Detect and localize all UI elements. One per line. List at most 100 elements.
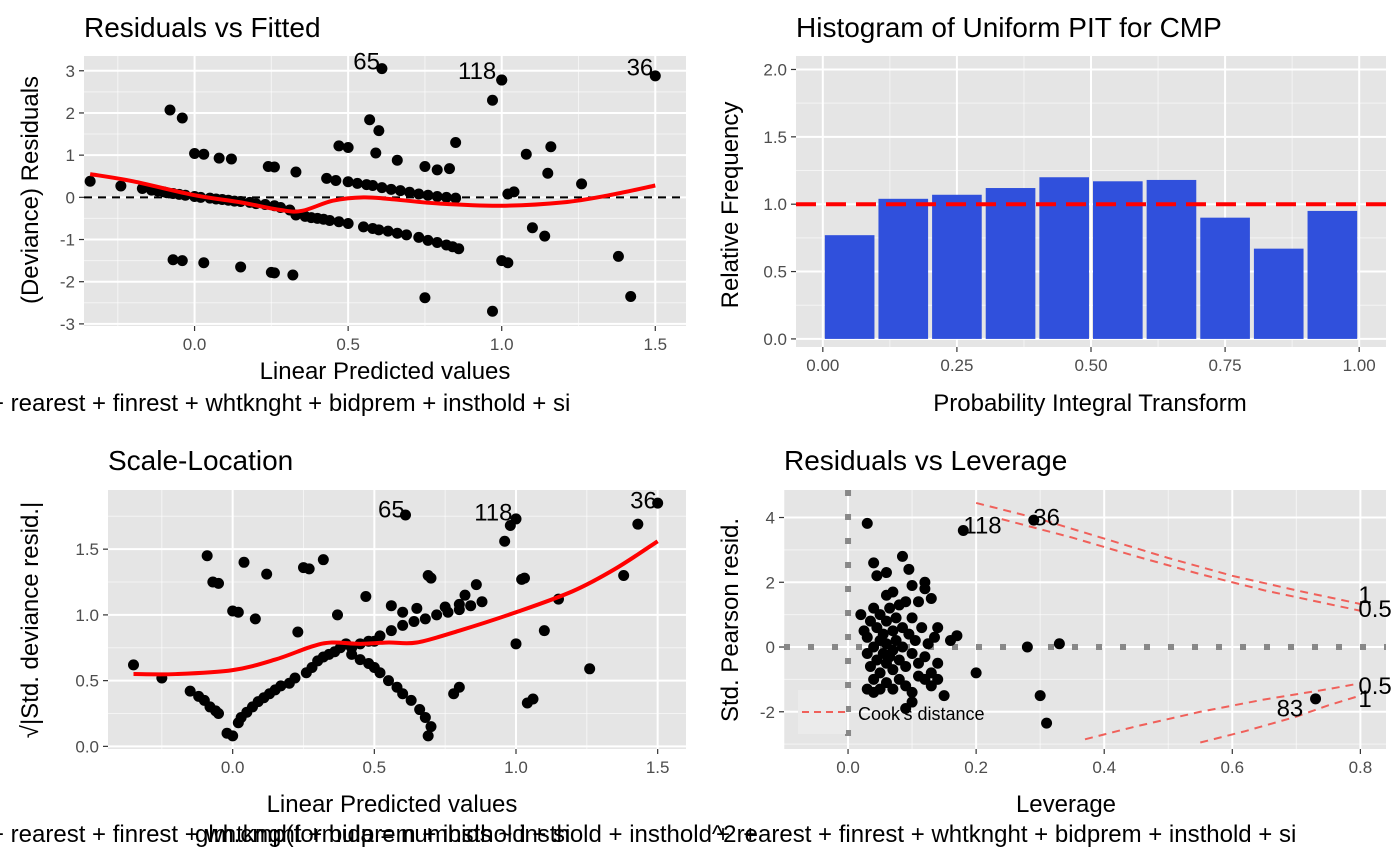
- bottom-caption-overlap: glm.cmp(formula = numbids ~ insthold + i…: [195, 821, 757, 848]
- data-point: [385, 625, 397, 637]
- bars: [824, 177, 1358, 339]
- data-point: [884, 602, 896, 614]
- data-point: [887, 644, 899, 656]
- data-point: [957, 524, 969, 536]
- x-tick-label: 1.0: [504, 758, 528, 777]
- points: [84, 63, 661, 317]
- x-tick-label: 0.2: [964, 758, 988, 777]
- data-point: [292, 626, 304, 638]
- cook-distance-contours: [975, 501, 1361, 744]
- data-point: [487, 94, 498, 106]
- data-point: [903, 563, 915, 575]
- smooth-curve: [89, 172, 656, 214]
- residuals-vs-fitted-panel: Residuals vs Fitted 65 118 36 0.0 0.5 1.0 1.5…: [0, 12, 686, 417]
- data-point: [164, 104, 176, 116]
- cook-contour: [975, 501, 1361, 605]
- point-label: 118: [963, 513, 1001, 540]
- data-point: [538, 625, 550, 637]
- x-tick-label: 0.0: [836, 758, 860, 777]
- data-point: [539, 230, 551, 242]
- data-point: [422, 234, 434, 246]
- data-point: [342, 217, 354, 229]
- data-point: [932, 657, 944, 669]
- data-point: [542, 167, 554, 179]
- data-point: [425, 572, 437, 584]
- data-point: [232, 606, 244, 618]
- data-point: [649, 70, 661, 82]
- data-point: [916, 622, 928, 634]
- data-point: [383, 675, 394, 687]
- x-tick-label: 0.5: [363, 758, 387, 777]
- y-tick-label: 1.5: [75, 540, 99, 559]
- x-tick-label: 0.5: [336, 335, 360, 354]
- y-tick-label: 0: [66, 188, 75, 207]
- y-tick-label: 2: [766, 573, 775, 592]
- y-tick-label: -2: [60, 273, 75, 292]
- data-point: [317, 554, 329, 566]
- y-tick-label: 1.5: [763, 128, 787, 147]
- histogram-bar: [878, 198, 929, 339]
- data-point: [376, 63, 388, 75]
- data-point: [612, 250, 624, 262]
- data-point: [342, 176, 354, 188]
- data-point: [238, 556, 250, 568]
- data-point: [906, 686, 918, 698]
- data-point: [900, 660, 912, 672]
- data-point: [367, 180, 379, 192]
- smooth-curve: [133, 539, 659, 677]
- data-point: [405, 694, 417, 706]
- data-point: [431, 609, 443, 621]
- data-point: [868, 686, 880, 698]
- data-point: [625, 290, 637, 302]
- data-point: [289, 672, 301, 684]
- data-point: [887, 683, 899, 695]
- y-tick-label: 0: [766, 638, 775, 657]
- data-point: [419, 292, 431, 304]
- y-tick-label: 0.5: [763, 263, 787, 282]
- data-point: [321, 172, 333, 184]
- data-point: [333, 216, 345, 228]
- x-axis-label: Linear Predicted values: [260, 358, 511, 385]
- point-labels: 65 118 36: [353, 48, 653, 84]
- data-point: [499, 535, 511, 547]
- data-point: [487, 305, 498, 317]
- scale-location-title: Scale-Location: [108, 445, 293, 476]
- point-label: 118: [474, 499, 512, 526]
- plot-area: [108, 490, 686, 749]
- data-point: [476, 596, 488, 608]
- data-point: [360, 590, 372, 602]
- x-tick-label: 1.5: [646, 758, 670, 777]
- y-tick-label: 4: [766, 509, 775, 528]
- histogram-bar: [824, 235, 875, 339]
- x-tick-label: 0.75: [1209, 356, 1242, 375]
- data-point: [919, 673, 931, 685]
- data-point: [370, 147, 382, 159]
- y-tick-label: -2: [760, 703, 775, 722]
- data-point: [290, 166, 302, 178]
- residuals-vs-fitted-title: Residuals vs Fitted: [84, 12, 321, 43]
- y-tick-label: 1: [66, 146, 75, 165]
- legend: Cook's distance: [798, 690, 985, 734]
- y-axis-ticks: -2 0 2 4: [760, 509, 784, 722]
- data-point: [932, 622, 944, 634]
- x-tick-label: 1.0: [490, 335, 514, 354]
- data-point: [373, 125, 385, 137]
- data-point: [330, 174, 342, 186]
- data-point: [431, 236, 443, 248]
- x-tick-label: 0.4: [1092, 758, 1116, 777]
- data-point: [287, 269, 299, 281]
- data-point: [303, 563, 315, 575]
- data-point: [970, 667, 982, 679]
- data-point: [906, 580, 918, 592]
- data-point: [459, 589, 471, 601]
- data-point: [874, 667, 886, 679]
- data-point: [184, 685, 196, 697]
- data-point: [1028, 514, 1040, 526]
- data-point: [929, 631, 940, 643]
- data-point: [332, 609, 343, 621]
- data-point: [397, 619, 409, 631]
- point-label: 118: [458, 58, 496, 85]
- data-point: [900, 596, 912, 608]
- data-point: [444, 163, 455, 175]
- data-point: [1041, 717, 1053, 729]
